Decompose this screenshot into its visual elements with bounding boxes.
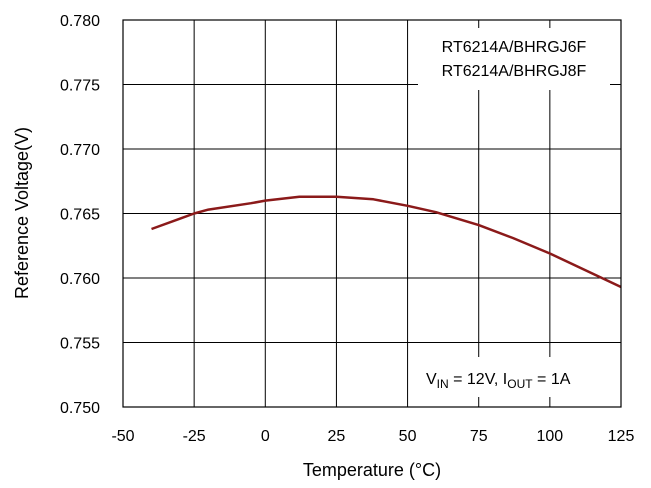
y-tick-label: 0.765 (60, 207, 100, 224)
plot-frame (122, 19, 622, 408)
x-tick-label: 50 (399, 428, 417, 445)
series-line (151, 195, 622, 289)
vin-subscript: IN (437, 377, 449, 391)
x-tick-label: 125 (608, 428, 635, 445)
x-tick-label: 25 (328, 428, 346, 445)
x-axis-title: Temperature (°C) (303, 460, 441, 480)
x-tick-label: -25 (183, 428, 206, 445)
iout-value: = 1A (533, 371, 571, 388)
x-tick-label: 100 (537, 428, 564, 445)
y-tick-label: 0.770 (60, 142, 100, 159)
condition-annotation: VIN = 12V, IOUT = 1A (426, 371, 571, 391)
iout-subscript: OUT (507, 377, 533, 391)
vin-label: V (426, 371, 437, 388)
legend-line-2: RT6214A/BHRGJ8F (442, 63, 587, 80)
legend-line-1: RT6214A/BHRGJ6F (442, 39, 587, 56)
y-tick-label: 0.775 (60, 78, 100, 95)
x-ticks: -50 -25 0 25 50 75 100 125 (111, 428, 634, 445)
iout-label: I (503, 371, 507, 388)
vin-value: = 12V, (449, 371, 503, 388)
y-tick-label: 0.760 (60, 271, 100, 288)
x-tick-label: 75 (470, 428, 488, 445)
y-tick-label: 0.750 (60, 400, 100, 417)
legend-box (418, 28, 610, 90)
annotation-box (418, 357, 610, 397)
y-axis-title: Reference Voltage(V) (12, 127, 32, 299)
series-layer (151, 195, 622, 289)
y-tick-label: 0.780 (60, 13, 100, 30)
y-tick-label: 0.755 (60, 336, 100, 353)
x-tick-label: 0 (261, 428, 270, 445)
x-tick-label: -50 (111, 428, 134, 445)
y-ticks: 0.750 0.755 0.760 0.765 0.770 0.775 0.780 (60, 13, 100, 417)
